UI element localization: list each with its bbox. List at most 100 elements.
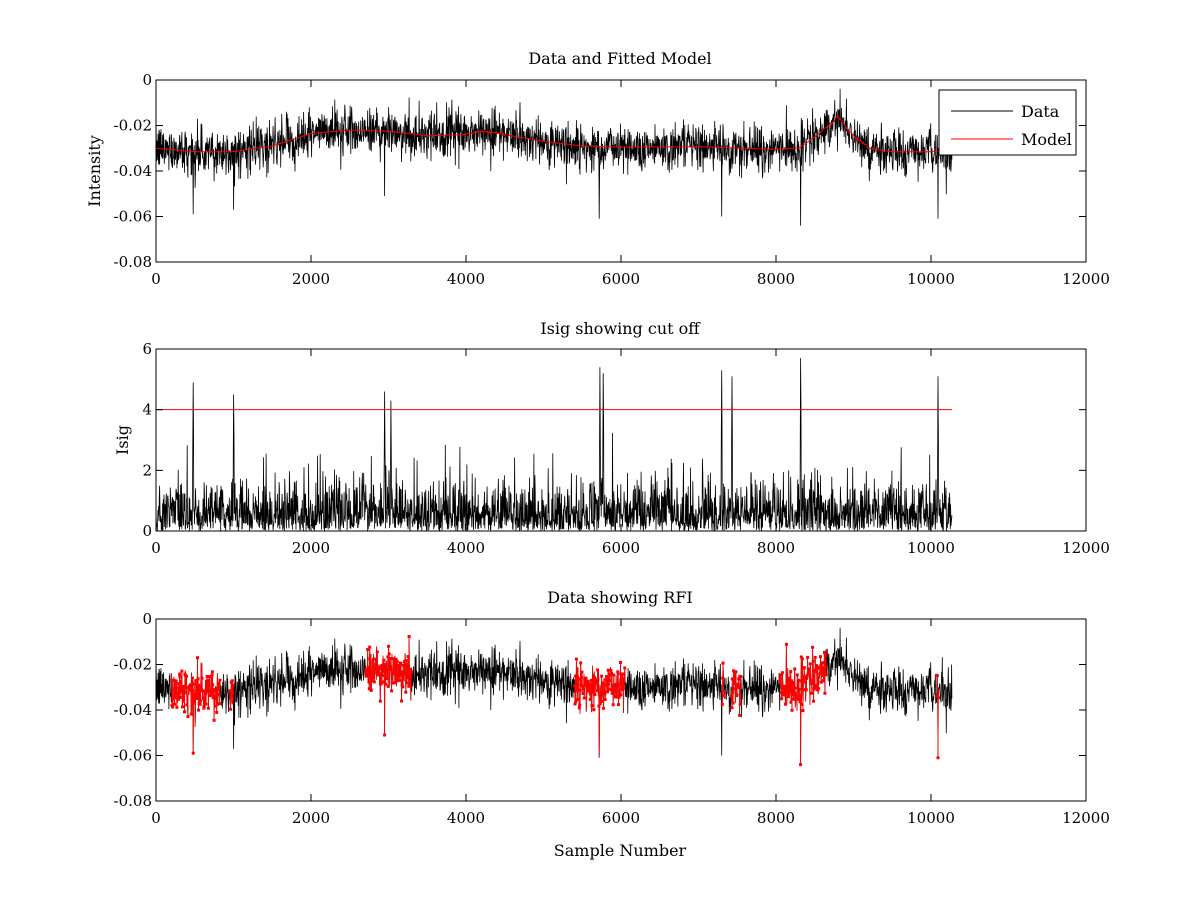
y-axis-label-panel1: Intensity xyxy=(85,135,104,207)
rfi-marker xyxy=(204,702,208,706)
rfi-marker xyxy=(205,688,209,691)
rfi-marker xyxy=(394,657,398,661)
rfi-marker xyxy=(405,681,409,685)
rfi-marker xyxy=(174,679,178,683)
rfi-marker xyxy=(576,682,580,686)
rfi-marker xyxy=(789,700,793,704)
x-axis-label-panel3: Sample Number xyxy=(554,841,687,860)
rfi-marker xyxy=(720,702,724,706)
rfi-marker xyxy=(810,681,814,685)
rfi-marker xyxy=(822,679,826,683)
rfi-marker xyxy=(189,712,193,716)
rfi-marker xyxy=(383,733,387,737)
rfi-marker xyxy=(387,652,391,656)
rfi-marker xyxy=(194,679,198,683)
x-tick-label: 0 xyxy=(151,539,161,557)
y-tick-label: 0 xyxy=(142,610,152,628)
rfi-marker xyxy=(211,683,215,687)
rfi-marker xyxy=(823,650,826,654)
rfi-marker xyxy=(822,661,826,665)
x-tick-label: 8000 xyxy=(757,809,795,827)
rfi-marker xyxy=(197,683,201,687)
rfi-marker xyxy=(204,679,208,683)
rfi-marker xyxy=(177,692,181,696)
rfi-marker xyxy=(217,688,221,691)
rfi-marker xyxy=(783,702,787,706)
y-tick-label: -0.06 xyxy=(114,208,152,226)
rfi-marker xyxy=(210,692,214,696)
rfi-marker xyxy=(229,690,233,694)
rfi-marker xyxy=(612,673,616,677)
rfi-marker xyxy=(813,686,817,690)
rfi-marker xyxy=(183,710,186,714)
rfi-marker xyxy=(620,674,623,678)
rfi-marker xyxy=(602,685,606,689)
rfi-marker xyxy=(798,700,802,704)
rfi-marker xyxy=(175,705,179,709)
rfi-marker xyxy=(577,688,581,692)
rfi-marker xyxy=(789,683,793,687)
rfi-marker xyxy=(410,670,413,674)
rfi-marker xyxy=(597,704,601,708)
rfi-marker xyxy=(802,666,806,670)
rfi-marker xyxy=(382,680,386,684)
legend: Data Model xyxy=(938,89,1077,156)
rfi-marker xyxy=(177,697,181,701)
rfi-marker xyxy=(792,697,796,701)
y-tick-label: -0.06 xyxy=(114,747,152,765)
rfi-marker xyxy=(206,681,210,684)
rfi-marker xyxy=(607,682,610,686)
rfi-marker xyxy=(385,668,389,672)
rfi-marker xyxy=(408,684,411,688)
rfi-marker xyxy=(177,690,181,694)
rfi-marker xyxy=(186,715,190,719)
rfi-marker xyxy=(779,686,783,690)
rfi-marker xyxy=(209,690,213,694)
rfi-marker xyxy=(735,693,739,697)
rfi-marker xyxy=(595,679,599,683)
rfi-marker xyxy=(601,681,605,685)
x-tick-label: 10000 xyxy=(907,270,955,288)
rfi-marker xyxy=(187,688,191,692)
rfi-marker xyxy=(779,673,783,677)
rfi-marker xyxy=(606,668,610,672)
rfi-marker xyxy=(399,662,403,665)
panel-data-showing-rfi: Data showing RFI 0 2000 4000 6000 8000 10000 1… xyxy=(114,588,1110,860)
rfi-marker xyxy=(796,682,800,686)
rfi-marker xyxy=(622,672,626,676)
rfi-marker xyxy=(206,706,210,710)
rfi-marker xyxy=(783,687,787,691)
rfi-marker xyxy=(211,696,215,700)
rfi-marker xyxy=(593,693,597,696)
rfi-marker xyxy=(178,695,182,699)
rfi-marker xyxy=(722,694,726,698)
rfi-marker xyxy=(383,663,387,667)
rfi-marker xyxy=(580,676,584,680)
rfi-marker xyxy=(382,658,386,662)
rfi-marker xyxy=(212,718,216,722)
rfi-marker xyxy=(784,642,788,646)
rfi-marker xyxy=(392,670,396,674)
rfi-marker xyxy=(731,690,735,694)
x-tick-label: 2000 xyxy=(292,809,330,827)
rfi-marker xyxy=(732,679,736,683)
rfi-marker xyxy=(170,678,174,682)
rfi-marker xyxy=(738,702,742,706)
rfi-marker xyxy=(214,686,218,690)
rfi-marker xyxy=(603,683,607,687)
rfi-marker xyxy=(820,667,823,670)
rfi-marker xyxy=(216,693,220,697)
rfi-marker xyxy=(215,711,219,714)
rfi-marker xyxy=(407,635,411,638)
rfi-marker xyxy=(384,682,388,686)
rfi-marker xyxy=(364,674,368,678)
x-tick-label: 12000 xyxy=(1062,539,1110,557)
chart-title-panel2: Isig showing cut off xyxy=(540,319,701,338)
rfi-marker xyxy=(198,702,202,706)
rfi-marker xyxy=(936,756,940,760)
rfi-marker xyxy=(377,667,381,671)
rfi-marker xyxy=(586,689,590,693)
rfi-marker xyxy=(584,683,588,687)
rfi-marker xyxy=(806,667,810,671)
rfi-marker xyxy=(389,664,393,668)
